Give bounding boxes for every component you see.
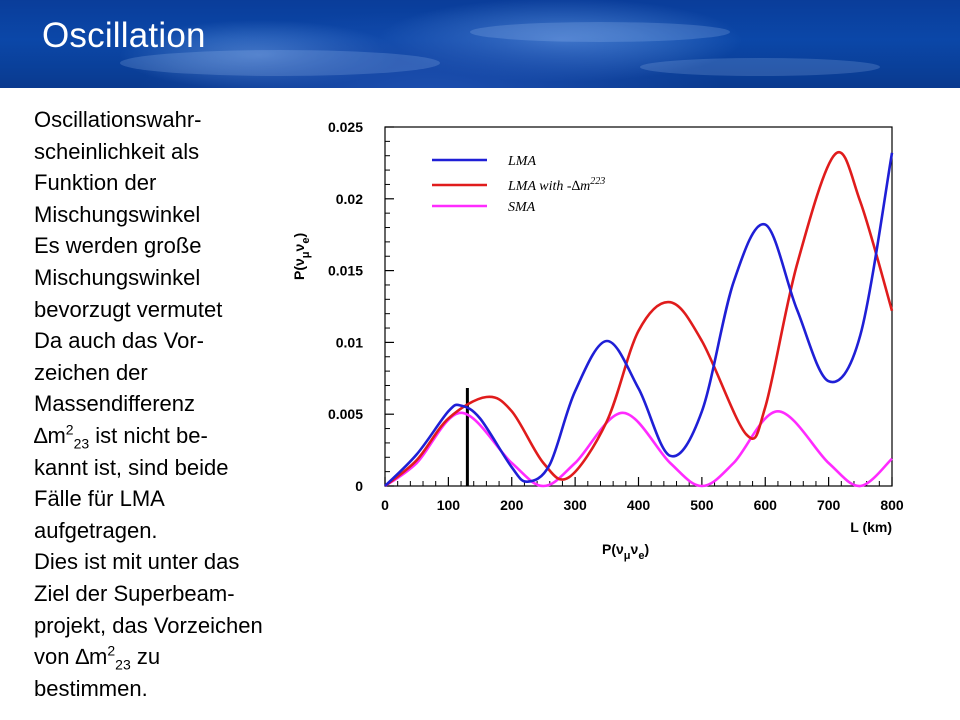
title-banner: Oscillation — [0, 0, 960, 88]
slide-body-text: Oscillationswahr-scheinlichkeit als Funkt… — [34, 104, 324, 704]
x-axis-label: L (km) — [850, 519, 892, 535]
plot-frame — [384, 126, 893, 487]
body-text-line: kannt ist, sind beide — [34, 454, 229, 480]
x-tick-label: 700 — [817, 497, 841, 513]
banner-streak — [470, 22, 730, 42]
x-tick-label: 500 — [690, 497, 714, 513]
body-text-line: Dies ist mit unter das — [34, 549, 240, 575]
x-tick-label: 300 — [563, 497, 587, 513]
y-tick-label: 0.02 — [336, 191, 363, 207]
y-tick-label: 0.015 — [328, 263, 363, 279]
series-line-lma-with-m — [384, 151, 894, 488]
body-text-line: ∆m223 ist nicht be- — [34, 421, 208, 452]
legend-label: LMA — [507, 154, 536, 169]
body-text-line: Mischungswinkel — [34, 201, 201, 227]
banner-streak — [640, 58, 880, 76]
x-tick-label: 800 — [880, 497, 904, 513]
body-text-line: Massendifferenz — [34, 391, 196, 417]
body-text-line: Mischungswinkel — [34, 264, 201, 290]
body-text-line: Fälle für LMA — [34, 486, 165, 512]
body-text-line: von ∆m223 zu — [34, 642, 161, 673]
body-text-line: scheinlichkeit als — [34, 138, 200, 164]
slide-title: Oscillation — [42, 16, 206, 55]
body-text-line: bestimmen. — [34, 675, 148, 701]
y-tick-label: 0.005 — [328, 406, 363, 422]
body-text-line: aufgetragen. — [34, 517, 158, 543]
x-tick-label: 100 — [437, 497, 461, 513]
body-text-line: Funktion der — [34, 170, 157, 196]
x-tick-label: 200 — [500, 497, 524, 513]
y-tick-label: 0 — [355, 478, 363, 494]
x-tick-label: 0 — [381, 497, 389, 513]
body-text-line: Oscillationswahr- — [34, 107, 202, 132]
body-text-line: projekt, das Vorzeichen — [34, 612, 263, 638]
series-line-lma — [384, 152, 894, 487]
body-text-line: Ziel der Superbeam- — [34, 580, 235, 606]
x-tick-label: 400 — [627, 497, 651, 513]
series-line-sma — [384, 410, 893, 488]
x-tick-label: 600 — [754, 497, 778, 513]
banner-streak — [120, 50, 440, 76]
body-text-line: Es werden große — [34, 233, 202, 259]
y-tick-label: 0.025 — [328, 119, 363, 135]
legend-label: SMA — [508, 200, 536, 215]
oscillation-probability-chart: 0 100 200 300 400 500 600 700 800 0 0.005 0.01 0.015… — [291, 119, 904, 562]
body-text-line: Da auch das Vor- — [34, 328, 204, 354]
body-text-line: bevorzugt vermutet — [34, 296, 223, 322]
y-axis-label: P(νμνe) — [291, 233, 312, 280]
legend-label: LMA with -∆m223 — [507, 176, 605, 194]
chart-title: P(νμνe) — [602, 541, 649, 562]
body-text-line: zeichen der — [34, 359, 148, 385]
y-tick-label: 0.01 — [336, 334, 363, 350]
